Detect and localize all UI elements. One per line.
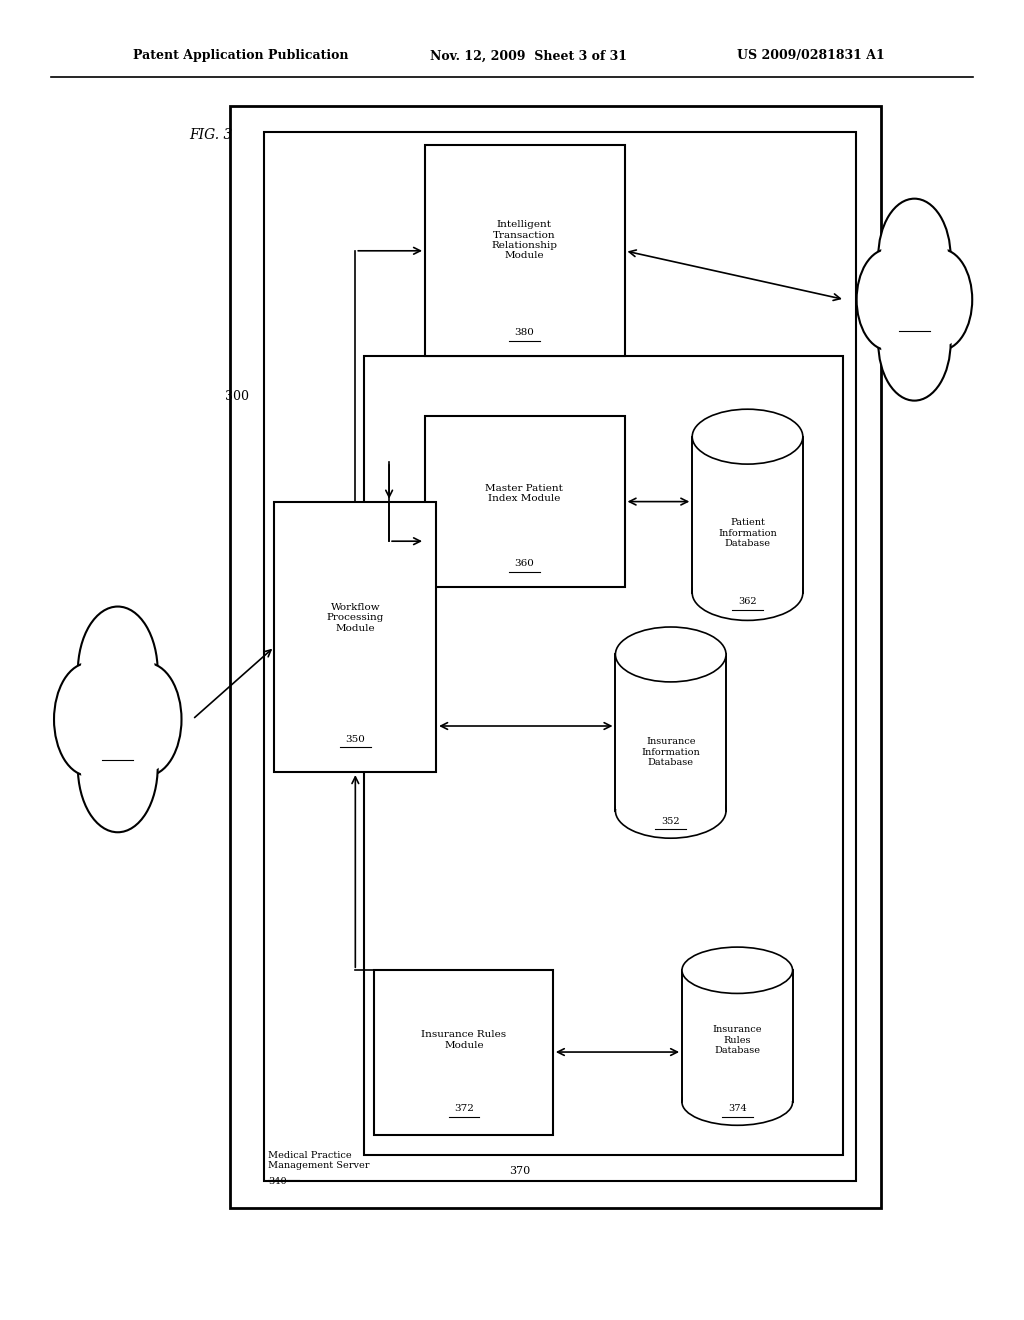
Text: Insurance
Rules
Database: Insurance Rules Database bbox=[713, 1026, 762, 1055]
Text: US 2009/0281831 A1: US 2009/0281831 A1 bbox=[737, 49, 885, 62]
Ellipse shape bbox=[54, 663, 123, 776]
Ellipse shape bbox=[692, 565, 803, 620]
Ellipse shape bbox=[859, 253, 916, 346]
Text: Insurance
Information
Database: Insurance Information Database bbox=[641, 738, 700, 767]
Ellipse shape bbox=[682, 1078, 793, 1125]
FancyBboxPatch shape bbox=[374, 970, 553, 1135]
Text: Nov. 12, 2009  Sheet 3 of 31: Nov. 12, 2009 Sheet 3 of 31 bbox=[430, 49, 627, 62]
Text: 380: 380 bbox=[514, 329, 535, 337]
Ellipse shape bbox=[890, 260, 939, 339]
Bar bbox=[616, 783, 725, 810]
FancyBboxPatch shape bbox=[364, 356, 843, 1155]
FancyBboxPatch shape bbox=[264, 132, 856, 1181]
Ellipse shape bbox=[78, 702, 158, 833]
Text: 330: 330 bbox=[110, 748, 126, 756]
Text: FIG. 3: FIG. 3 bbox=[189, 128, 232, 141]
Ellipse shape bbox=[857, 249, 920, 350]
Text: 372: 372 bbox=[454, 1105, 474, 1113]
Ellipse shape bbox=[881, 203, 948, 312]
Text: Patent Application Publication: Patent Application Publication bbox=[133, 49, 348, 62]
Ellipse shape bbox=[909, 249, 972, 350]
Text: Medical Practice
Network: Medical Practice Network bbox=[79, 693, 157, 711]
Text: 362: 362 bbox=[738, 598, 757, 606]
Bar bbox=[616, 653, 725, 809]
Ellipse shape bbox=[115, 667, 179, 772]
Ellipse shape bbox=[615, 627, 726, 682]
Ellipse shape bbox=[879, 284, 950, 401]
Ellipse shape bbox=[81, 611, 155, 733]
Ellipse shape bbox=[81, 706, 155, 828]
Bar bbox=[693, 565, 802, 593]
Text: Patient
Information
Database: Patient Information Database bbox=[718, 519, 777, 548]
Ellipse shape bbox=[91, 676, 144, 763]
Bar bbox=[693, 436, 802, 591]
Ellipse shape bbox=[881, 288, 948, 396]
Ellipse shape bbox=[615, 783, 726, 838]
Bar bbox=[683, 969, 792, 1101]
Text: Intelligent
Transaction
Relationship
Module: Intelligent Transaction Relationship Mod… bbox=[492, 220, 557, 260]
Text: 350: 350 bbox=[345, 735, 366, 743]
Text: Payor Network: Payor Network bbox=[880, 282, 949, 290]
Text: 360: 360 bbox=[514, 560, 535, 568]
Text: 390: 390 bbox=[906, 319, 923, 327]
FancyBboxPatch shape bbox=[230, 106, 881, 1208]
Ellipse shape bbox=[682, 948, 793, 994]
Text: 374: 374 bbox=[728, 1105, 746, 1113]
Text: Workflow
Processing
Module: Workflow Processing Module bbox=[327, 603, 384, 632]
Text: 352: 352 bbox=[662, 817, 680, 825]
Ellipse shape bbox=[78, 607, 158, 737]
Text: 370: 370 bbox=[510, 1166, 530, 1176]
Bar bbox=[615, 655, 726, 810]
Bar bbox=[692, 437, 803, 593]
Ellipse shape bbox=[912, 253, 970, 346]
Bar bbox=[682, 970, 793, 1102]
Text: Insurance Rules
Module: Insurance Rules Module bbox=[421, 1031, 507, 1049]
Text: 300: 300 bbox=[225, 389, 249, 403]
Bar bbox=[683, 1078, 792, 1102]
Ellipse shape bbox=[879, 198, 950, 315]
FancyBboxPatch shape bbox=[425, 145, 625, 356]
Text: Master Patient
Index Module: Master Patient Index Module bbox=[485, 484, 563, 503]
FancyBboxPatch shape bbox=[274, 502, 436, 772]
Ellipse shape bbox=[692, 409, 803, 465]
Text: Medical Practice
Management Server: Medical Practice Management Server bbox=[268, 1151, 370, 1171]
Ellipse shape bbox=[113, 663, 181, 776]
Ellipse shape bbox=[56, 667, 121, 772]
Text: 340: 340 bbox=[268, 1177, 287, 1187]
FancyBboxPatch shape bbox=[425, 416, 625, 587]
